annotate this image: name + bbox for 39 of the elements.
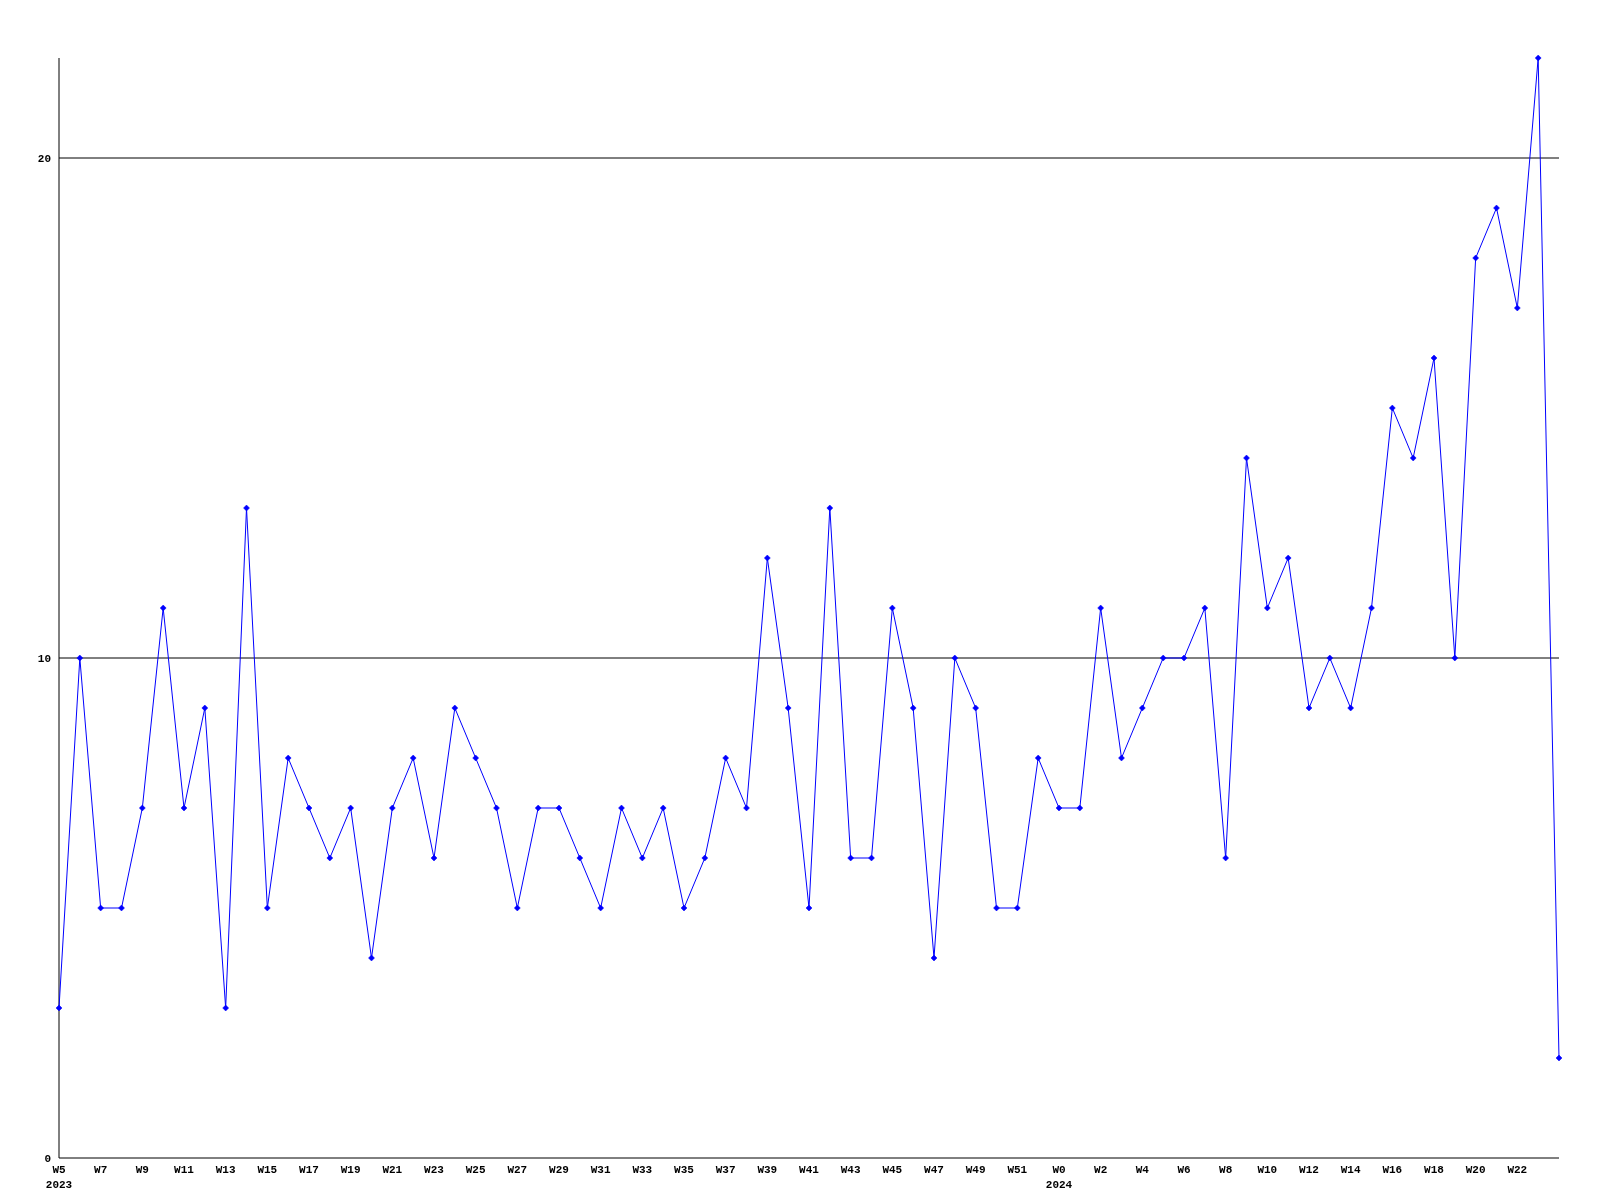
x-tick-label: W22 [1507, 1164, 1528, 1176]
x-tick-label: W0 2024 [1045, 1164, 1073, 1191]
x-tick-label: W25 [465, 1164, 486, 1176]
x-tick-label: W23 [424, 1164, 445, 1176]
x-tick-label: W35 [674, 1164, 695, 1176]
x-tick-label: W21 [382, 1164, 403, 1176]
y-tick-label: 0 [44, 1152, 51, 1165]
x-tick-label: W33 [632, 1164, 653, 1176]
x-tick-label: W41 [799, 1164, 820, 1176]
x-tick-label: W17 [299, 1164, 319, 1176]
x-tick-label: W7 [94, 1164, 108, 1176]
x-tick-label: W19 [340, 1164, 361, 1176]
x-tick-label: W29 [549, 1164, 569, 1176]
x-tick-label: W14 [1340, 1164, 1361, 1176]
x-tick-label: W39 [757, 1164, 778, 1176]
x-tick-label: W20 [1465, 1164, 1486, 1176]
x-tick-label: W2 [1094, 1164, 1108, 1176]
x-tick-label: W11 [174, 1164, 195, 1176]
x-tick-label: W45 [882, 1164, 903, 1176]
x-tick-label: W6 [1177, 1164, 1191, 1176]
x-tick-label: W15 [257, 1164, 278, 1176]
x-tick-label: W13 [215, 1164, 236, 1176]
x-tick-label: W31 [590, 1164, 611, 1176]
y-tick-label: 10 [37, 652, 51, 665]
x-tick-label: W10 [1257, 1164, 1278, 1176]
x-tick-label: W51 [1007, 1164, 1028, 1176]
x-tick-label: W4 [1135, 1164, 1150, 1176]
x-tick-label: W8 [1219, 1164, 1233, 1176]
y-tick-label: 20 [37, 152, 51, 165]
x-tick-label: W9 [135, 1164, 149, 1176]
x-tick-label: W5 2023 [45, 1164, 73, 1191]
x-tick-label: W12 [1299, 1164, 1319, 1176]
x-tick-label: W49 [965, 1164, 986, 1176]
x-tick-label: W47 [924, 1164, 944, 1176]
x-tick-label: W18 [1424, 1164, 1445, 1176]
x-tick-label: W37 [715, 1164, 736, 1176]
x-tick-label: W27 [507, 1164, 528, 1176]
x-tick-label: W16 [1382, 1164, 1403, 1176]
x-tick-label: W43 [840, 1164, 861, 1176]
